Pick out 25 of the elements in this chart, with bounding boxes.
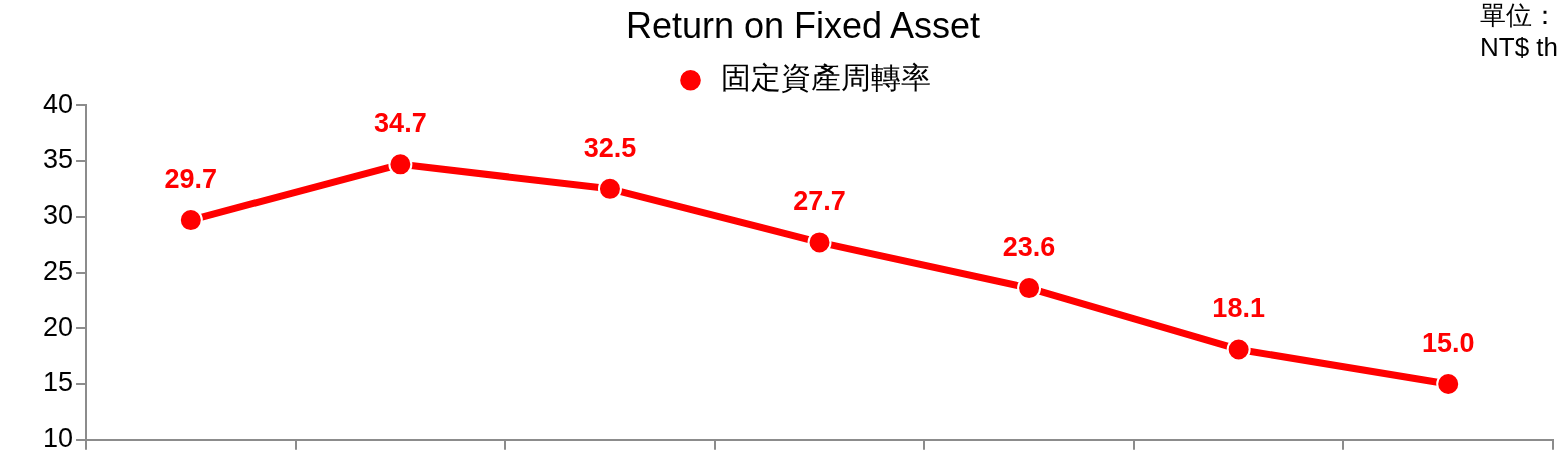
data-label: 29.7 [164,164,218,195]
data-label: 23.6 [1002,232,1056,263]
y-tick-label: 25 [42,255,74,286]
data-label: 32.5 [583,132,637,163]
y-tick-label: 20 [42,311,74,342]
y-tick-label: 10 [42,423,74,454]
y-tick-label: 15 [42,367,74,398]
point [178,208,203,233]
data-label: 27.7 [793,186,846,217]
point [1436,372,1461,397]
chart-title: Return on Fixed Asset [625,4,981,46]
y-tick-label: 35 [42,144,74,175]
data-label: 18.1 [1212,293,1265,324]
point [1017,276,1042,301]
point [807,230,832,255]
point [388,152,413,177]
point [1226,337,1251,362]
text: NT$ th [1479,32,1558,63]
legend-label: 固定資產周轉率 [720,61,931,95]
point [597,176,622,201]
y-tick-label: 30 [42,200,74,231]
text: 單位： [1480,0,1558,31]
data-label: 34.7 [374,108,427,139]
y-tick-label: 40 [42,88,74,119]
data-label: 15.0 [1421,327,1475,358]
